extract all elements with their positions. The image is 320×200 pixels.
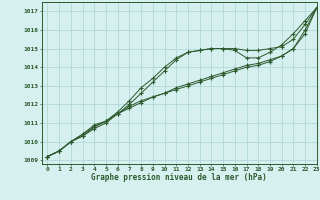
- X-axis label: Graphe pression niveau de la mer (hPa): Graphe pression niveau de la mer (hPa): [91, 173, 267, 182]
